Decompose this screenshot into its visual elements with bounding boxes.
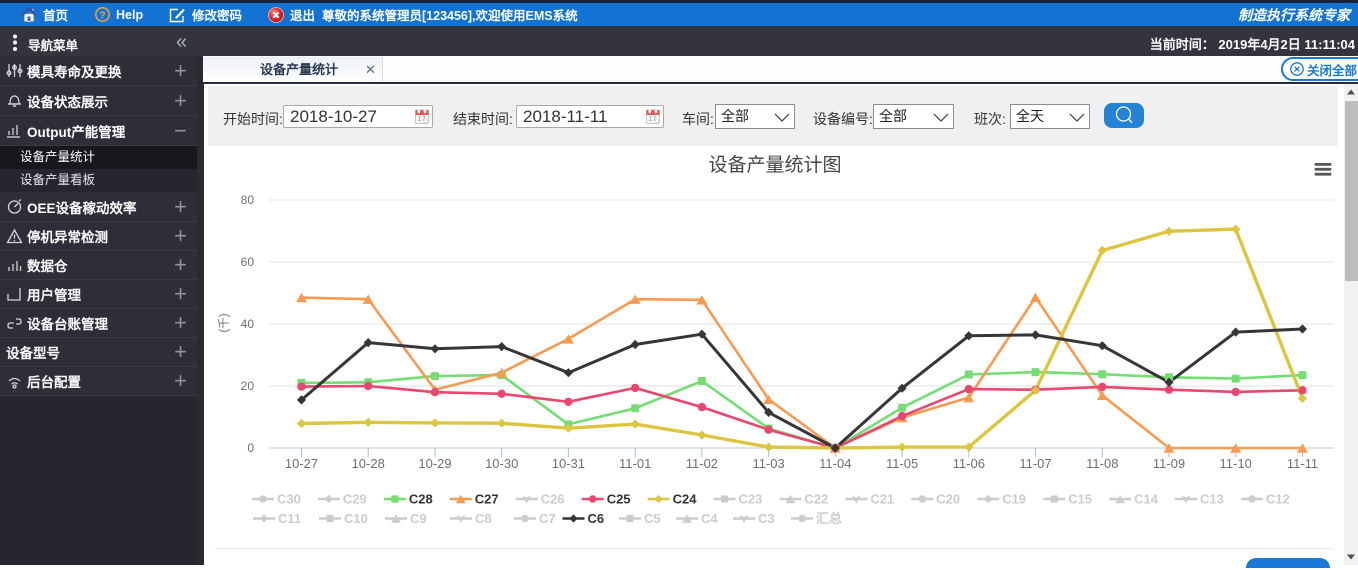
svg-text:设备产量统计图: 设备产量统计图	[708, 154, 841, 176]
svg-text:10-30: 10-30	[485, 456, 518, 471]
svg-text:C7: C7	[539, 511, 556, 526]
svg-text:C6: C6	[588, 511, 605, 526]
svg-text:C27: C27	[475, 492, 499, 507]
svg-text:C21: C21	[870, 492, 894, 507]
svg-text:C8: C8	[475, 511, 492, 526]
svg-text:20: 20	[241, 379, 255, 393]
svg-text:11-10: 11-10	[1220, 456, 1252, 471]
svg-text:C9: C9	[410, 511, 427, 526]
svg-text:11-04: 11-04	[819, 456, 851, 471]
svg-text:C13: C13	[1200, 492, 1224, 507]
svg-text:11-03: 11-03	[752, 456, 784, 471]
svg-text:C11: C11	[278, 511, 301, 526]
svg-text:C25: C25	[607, 492, 631, 507]
svg-text:11-05: 11-05	[886, 456, 918, 471]
svg-text:11-08: 11-08	[1086, 456, 1118, 471]
svg-text:17: 17	[648, 114, 656, 123]
svg-text:C10: C10	[344, 511, 368, 526]
svg-text:(千): (千)	[218, 313, 231, 332]
svg-text:C24: C24	[673, 492, 698, 507]
svg-text:11-01: 11-01	[619, 456, 651, 471]
svg-text:C14: C14	[1134, 492, 1159, 507]
svg-text:C23: C23	[739, 492, 763, 507]
svg-text:11-09: 11-09	[1153, 456, 1185, 471]
svg-text:C26: C26	[541, 492, 565, 507]
svg-text:C4: C4	[701, 511, 718, 526]
svg-text:0: 0	[247, 441, 254, 455]
svg-text:C15: C15	[1068, 492, 1092, 507]
svg-text:10-27: 10-27	[285, 456, 318, 471]
svg-text:10-29: 10-29	[418, 456, 451, 471]
svg-text:汇总: 汇总	[816, 511, 842, 526]
svg-text:C19: C19	[1002, 492, 1026, 507]
svg-text:C3: C3	[758, 511, 775, 526]
svg-text:10-28: 10-28	[352, 456, 385, 471]
svg-text:C22: C22	[804, 492, 828, 507]
svg-text:17: 17	[417, 114, 425, 123]
svg-text:11-07: 11-07	[1019, 456, 1051, 471]
svg-text:C5: C5	[644, 511, 661, 526]
svg-text:C28: C28	[409, 492, 433, 507]
svg-text:60: 60	[241, 255, 255, 269]
svg-text:11-06: 11-06	[953, 456, 985, 471]
svg-text:10-31: 10-31	[552, 456, 585, 471]
svg-text:C29: C29	[343, 492, 367, 507]
svg-text:?: ?	[99, 10, 105, 22]
svg-text:11-02: 11-02	[686, 456, 718, 471]
svg-text:C20: C20	[936, 492, 960, 507]
svg-text:11-11: 11-11	[1287, 456, 1318, 471]
svg-text:80: 80	[241, 193, 255, 207]
svg-text:40: 40	[241, 317, 255, 331]
svg-text:C12: C12	[1266, 492, 1290, 507]
svg-text:C30: C30	[277, 492, 301, 507]
